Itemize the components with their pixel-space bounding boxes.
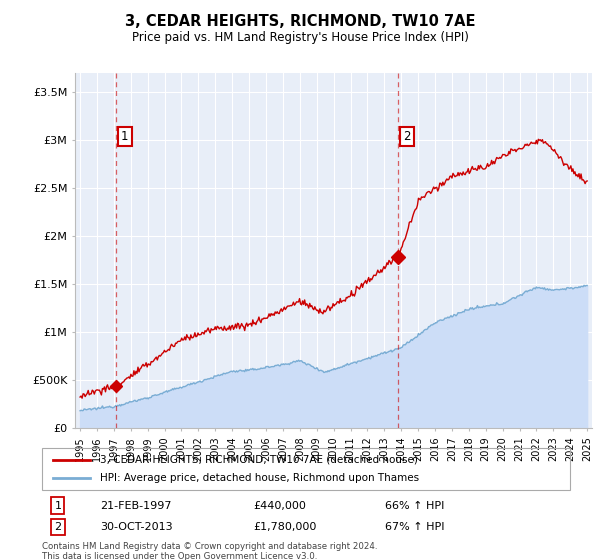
Text: 67% ↑ HPI: 67% ↑ HPI [385, 522, 445, 532]
Text: Price paid vs. HM Land Registry's House Price Index (HPI): Price paid vs. HM Land Registry's House … [131, 31, 469, 44]
Text: 3, CEDAR HEIGHTS, RICHMOND, TW10 7AE: 3, CEDAR HEIGHTS, RICHMOND, TW10 7AE [125, 14, 475, 29]
Text: £440,000: £440,000 [253, 501, 306, 511]
Text: 21-FEB-1997: 21-FEB-1997 [100, 501, 172, 511]
Text: 2: 2 [403, 130, 411, 143]
Text: Contains HM Land Registry data © Crown copyright and database right 2024.
This d: Contains HM Land Registry data © Crown c… [42, 542, 377, 560]
Text: 1: 1 [121, 130, 128, 143]
Text: 1: 1 [55, 501, 61, 511]
Text: 2: 2 [54, 522, 61, 532]
Text: 30-OCT-2013: 30-OCT-2013 [100, 522, 173, 532]
Text: 66% ↑ HPI: 66% ↑ HPI [385, 501, 445, 511]
Text: 3, CEDAR HEIGHTS, RICHMOND, TW10 7AE (detached house): 3, CEDAR HEIGHTS, RICHMOND, TW10 7AE (de… [100, 455, 418, 465]
Text: £1,780,000: £1,780,000 [253, 522, 317, 532]
Text: HPI: Average price, detached house, Richmond upon Thames: HPI: Average price, detached house, Rich… [100, 473, 419, 483]
